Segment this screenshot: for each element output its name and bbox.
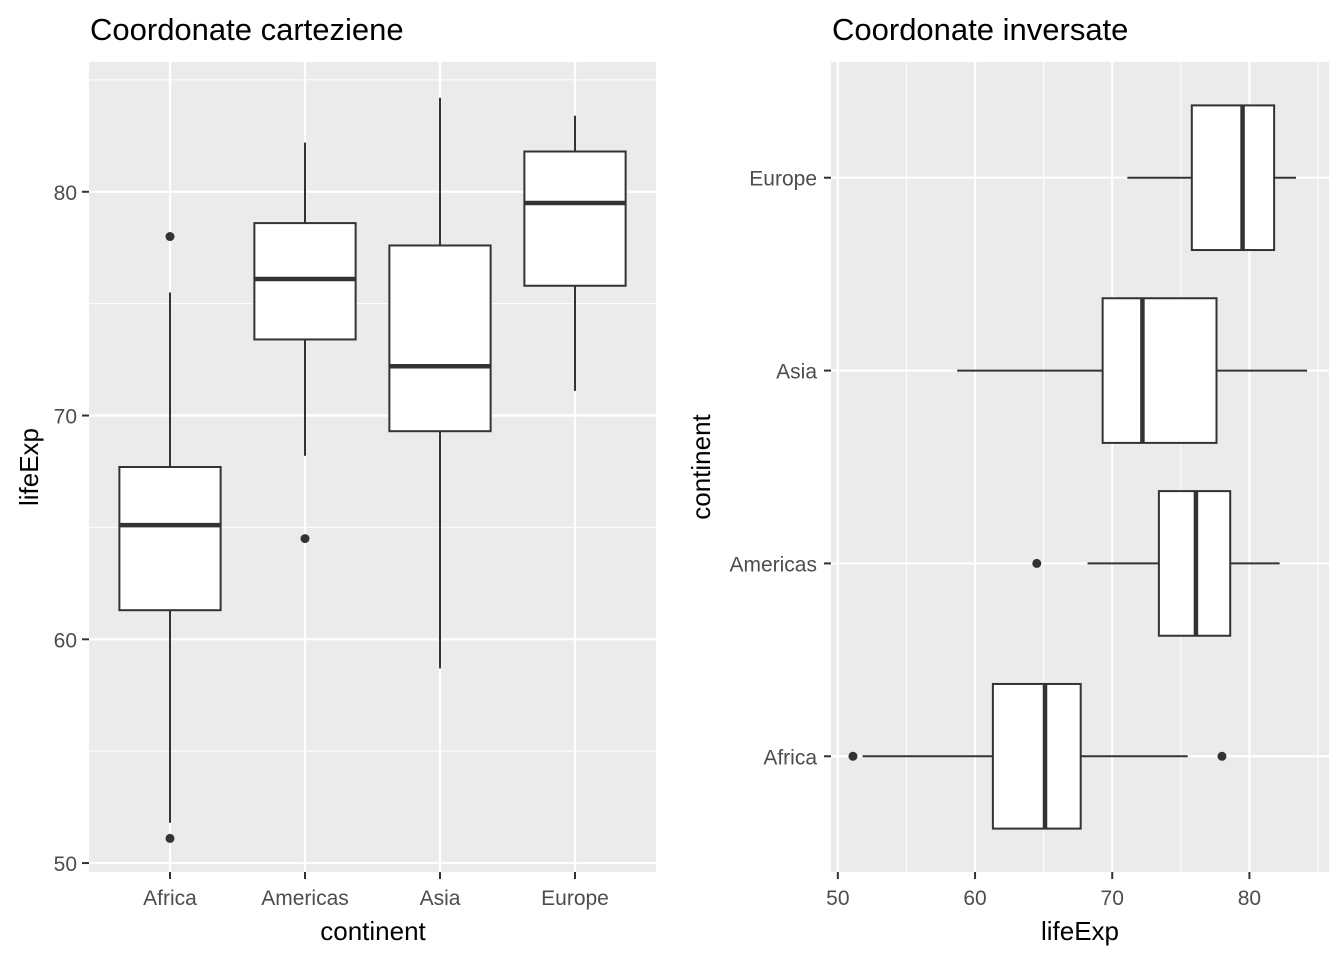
box-body (523, 150, 627, 287)
outlier-point (1217, 751, 1227, 761)
right-y-axis-title: continent (686, 413, 716, 519)
box-europe (1127, 104, 1297, 252)
y-tick-label: 70 (54, 406, 77, 429)
left-x-axis-title: continent (320, 916, 426, 946)
y-tick-label: Africa (763, 746, 817, 769)
right-axes: 50 60 70 80 Africa Americas Asia Europe (729, 168, 1261, 910)
box-body (1101, 297, 1218, 444)
box-europe (523, 115, 627, 391)
right-plot: Coordonate inversate 50 60 70 80 Africa Ameri… (686, 12, 1329, 946)
box-africa (848, 682, 1227, 830)
y-tick-label: 60 (54, 629, 77, 652)
right-x-axis-title: lifeExp (1041, 916, 1119, 946)
x-tick-label: Europe (541, 887, 609, 910)
x-tick-label: 50 (826, 887, 849, 910)
box-asia (957, 297, 1308, 444)
box-body (388, 244, 492, 433)
y-tick-label: Asia (776, 361, 817, 384)
right-boxes (848, 104, 1308, 830)
box-asia (388, 97, 492, 669)
left-axes: 50 60 70 80 Africa Americas Asia Europe (54, 182, 609, 910)
left-plot: Coordonate carteziene 50 60 70 80 Africa Amer… (14, 12, 656, 946)
x-tick-label: 80 (1238, 887, 1261, 910)
box-body (118, 466, 222, 612)
y-tick-label: Europe (749, 168, 817, 191)
box-body (1190, 104, 1276, 252)
outlier-point (165, 232, 175, 242)
y-tick-label: 50 (54, 853, 77, 876)
box-americas (253, 142, 357, 544)
left-title: Coordonate carteziene (90, 12, 404, 47)
outlier-point (1032, 558, 1042, 568)
x-tick-label: Americas (261, 887, 349, 910)
right-title: Coordonate inversate (832, 12, 1128, 47)
x-tick-label: 60 (963, 887, 986, 910)
x-tick-label: Asia (420, 887, 461, 910)
outlier-point (165, 833, 175, 843)
box-africa (118, 232, 222, 843)
x-tick-label: 70 (1101, 887, 1124, 910)
box-americas (1032, 490, 1280, 637)
x-tick-label: Africa (143, 887, 197, 910)
box-body (991, 682, 1082, 830)
left-boxes (118, 97, 627, 843)
outlier-point (300, 534, 310, 544)
outlier-point (848, 751, 858, 761)
y-tick-label: 80 (54, 182, 77, 205)
left-y-axis-title: lifeExp (14, 428, 44, 506)
y-tick-label: Americas (729, 553, 817, 576)
